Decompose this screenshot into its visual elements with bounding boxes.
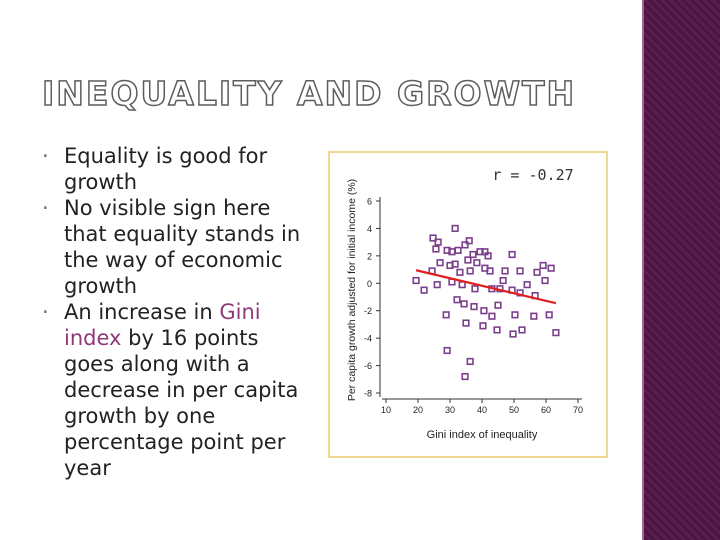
y-tick-label: 2 (367, 251, 372, 261)
scatter-point (464, 256, 472, 264)
y-tick-label: -2 (364, 306, 372, 316)
scatter-point (461, 372, 469, 381)
scatter-point (511, 311, 519, 319)
scatter-point (466, 267, 474, 275)
scatter-point (471, 285, 479, 293)
scatter-point (462, 319, 470, 327)
scatter-point (493, 326, 501, 334)
bullet: Equality is good for growth (40, 143, 302, 195)
scatter-point (454, 246, 462, 254)
scatter-point (516, 267, 524, 275)
scatter-point (420, 286, 428, 294)
x-tick-label: 10 (381, 405, 391, 415)
scatter-point (451, 260, 459, 268)
x-tick-label: 50 (509, 405, 519, 415)
scatter-point (541, 276, 549, 285)
bullet-text: No visible sign here that equality stand… (64, 196, 301, 298)
scatter-point (453, 296, 461, 304)
scatter-point (501, 267, 509, 275)
x-axis-label: Gini index of inequality (427, 429, 538, 441)
scatter-point (465, 237, 473, 245)
scatter-point (530, 312, 538, 320)
bullet-text: Equality is good for growth (64, 144, 268, 194)
scatter-point (433, 281, 441, 289)
x-tick-label: 70 (573, 405, 583, 415)
scatter-point (518, 326, 526, 334)
y-tick-label: -4 (364, 334, 372, 344)
trend-line (415, 269, 557, 305)
chart-frame (328, 151, 608, 458)
y-tick-label: 0 (367, 279, 372, 289)
bullet: No visible sign here that equality stand… (40, 195, 302, 299)
scatter-point (484, 252, 492, 260)
scatter-point (509, 330, 517, 338)
x-tick-label: 30 (445, 405, 455, 415)
scatter-point (443, 246, 451, 254)
scatter-point (460, 300, 468, 308)
scatter-point (547, 264, 555, 272)
scatter-point (480, 307, 488, 315)
scatter-point (508, 250, 516, 259)
scatter-point (479, 322, 487, 330)
x-tick-label: 40 (477, 405, 487, 415)
scatter-point (545, 311, 553, 319)
scatter-point (443, 346, 451, 355)
bullet-list: Equality is good for growthNo visible si… (40, 143, 302, 481)
scatter-point (466, 357, 474, 366)
scatter-point (539, 261, 547, 270)
y-axis-label: Per capita growth adjusted for initial i… (346, 179, 358, 401)
slide-title: INEQUALITY AND GROWTH (41, 73, 577, 114)
y-tick-label: -6 (364, 361, 372, 371)
scatter-point (488, 312, 496, 320)
bullet-text: by 16 points goes along with a decrease … (64, 326, 299, 480)
scatter-point (429, 234, 437, 242)
scatter-point (523, 281, 531, 289)
y-tick-label: 4 (367, 224, 372, 234)
side-stripe (642, 0, 720, 540)
y-tick-label: 6 (367, 197, 372, 207)
scatter-point (499, 276, 507, 285)
scatter-point (451, 224, 459, 233)
annotation: r = -0.27 (492, 166, 573, 184)
scatter-point (552, 329, 560, 337)
scatter-point (442, 311, 450, 319)
x-tick-label: 60 (541, 405, 551, 415)
scatter-point (494, 301, 502, 309)
bullet: An increase in Gini index by 16 points g… (40, 299, 302, 481)
scatter-point (461, 241, 469, 249)
scatter-point (533, 268, 541, 276)
scatter-point (476, 248, 484, 256)
scatter-point (469, 250, 477, 259)
scatter-point (434, 238, 442, 246)
bullet-text: Gini index (64, 300, 261, 350)
scatter-point (412, 276, 420, 285)
scatter-point (456, 268, 464, 276)
y-tick-label: -8 (364, 389, 372, 399)
bullet-text: An increase in (64, 300, 220, 324)
scatter-point (470, 302, 478, 311)
scatter-point (436, 259, 444, 267)
scatter-point (473, 259, 481, 267)
x-tick-label: 20 (413, 405, 423, 415)
scatter-point (486, 267, 494, 275)
scatter-point (432, 245, 440, 253)
